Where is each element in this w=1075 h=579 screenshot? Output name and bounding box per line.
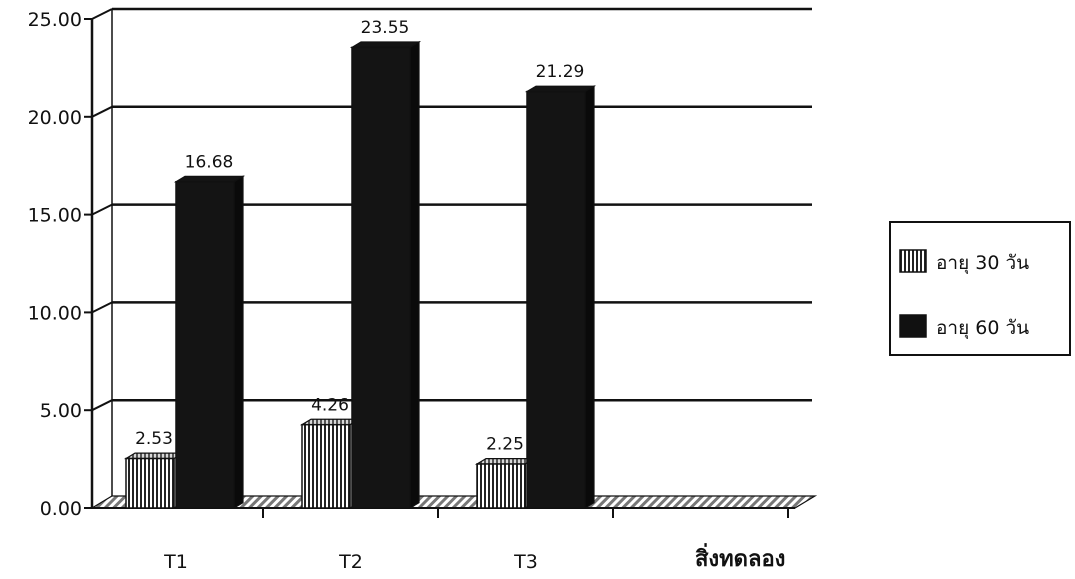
bar-60-days-t1-front [175, 180, 235, 509]
x-tick-label: T3 [513, 551, 538, 573]
gridline-depth [91, 301, 113, 314]
y-tick-label: 0.00 [40, 498, 82, 520]
gridline-depth [91, 399, 113, 412]
bar-60-days-t2 [349, 40, 422, 510]
x-axis-label: สิ่งทดลอง [695, 542, 785, 572]
y-tick-label: 15.00 [28, 205, 82, 227]
bar-30-days-t3-top [474, 457, 537, 465]
legend: อายุ 30 วัน อายุ 60 วัน [889, 221, 1071, 356]
bar-60-days-t3 [524, 85, 597, 510]
data-labels: 2.53 16.68 4.26 23.55 2.25 21.29 [135, 18, 584, 455]
bar-60-days-t1-top [173, 175, 246, 183]
bar-30-days-t2 [299, 418, 362, 510]
bar-30-days-t1 [123, 452, 186, 510]
bar-30-days-t2-front [301, 423, 351, 509]
bar-30-days-t1-front [125, 457, 175, 509]
bar-60-days-t1-label: 16.68 [185, 152, 234, 172]
bar-60-days-t1-side [233, 175, 244, 510]
legend-swatch-60-days [899, 314, 927, 338]
bar-30-days-t1-label: 2.53 [135, 429, 173, 449]
gridline-depth [91, 8, 113, 20]
y-tick-label: 20.00 [28, 107, 82, 129]
y-tick-label: 10.00 [28, 302, 82, 324]
legend-swatch-30-days [899, 249, 927, 273]
y-tick-label: 5.00 [40, 400, 82, 422]
bar-30-days-t3 [474, 457, 537, 510]
bar-60-days-t2-label: 23.55 [361, 18, 410, 38]
bar-30-days-t3-label: 2.25 [486, 435, 524, 455]
bar-30-days-t2-label: 4.26 [311, 395, 349, 415]
bar-60-days-t3-side [584, 85, 595, 510]
bar-30-days-t3-front [476, 463, 526, 509]
bar-60-days-t3-front [526, 90, 586, 509]
bar-60-days-t3-label: 21.29 [536, 62, 585, 82]
bar-60-days-t1 [173, 175, 246, 510]
bar-60-days-t3-top [524, 85, 597, 93]
gridline-depth [91, 203, 113, 216]
x-tick-label: T2 [338, 551, 363, 573]
bar-60-days-t2-side [409, 40, 420, 510]
axes: 0.00 5.00 10.00 15.00 20.00 25.00 T1 T2 T3 [28, 9, 795, 573]
bar-30-days-t2-top [299, 418, 362, 426]
legend-label-30-days: อายุ 30 วัน [936, 252, 1029, 275]
bar-30-days-t1-top [123, 452, 186, 460]
bar-60-days-t2-top [349, 41, 422, 48]
bars [123, 40, 597, 510]
bar-60-days-t2-front [351, 46, 411, 509]
y-tick-label: 25.00 [28, 9, 82, 31]
gridline-depth [91, 105, 113, 118]
legend-label-60-days: อายุ 60 วัน [936, 317, 1029, 340]
x-tick-label: T1 [163, 551, 188, 573]
